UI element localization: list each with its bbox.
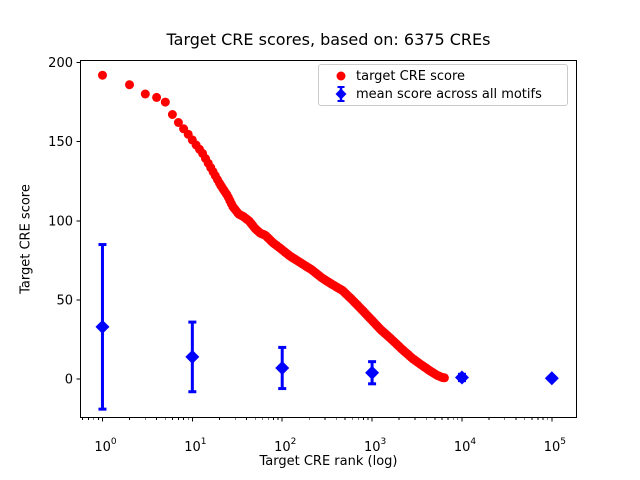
x-tick-label: 100 [94,437,117,455]
y-axis-label: Target CRE score [18,184,34,294]
legend-label: target CRE score [356,68,466,84]
blue-diamond-point [454,370,469,385]
legend: target CRE score mean score across all m… [318,64,568,106]
blue-diamond-point [365,365,380,380]
blue-diamond-point [544,371,559,386]
red-data-point [98,70,107,80]
blue-diamond-point [185,349,200,364]
y-tick-label: 200 [48,56,73,71]
x-tick-label: 105 [544,437,566,455]
x-tick-label: 101 [184,437,206,455]
red-data-point [167,110,177,119]
red-data-point [173,118,183,127]
y-tick-label: 150 [48,135,73,150]
legend-item-mean-score: mean score across all motifs [319,85,567,103]
red-dot-marker-icon [336,71,346,81]
x-axis: 100 101 102 103 104 105 [82,418,566,455]
blue-diamond-errorbar-marker-icon [335,86,347,102]
plot-frame [80,60,577,418]
legend-item-target-cre-score: target CRE score [319,67,567,85]
red-data-point [152,92,162,102]
x-tick-label: 102 [274,437,296,455]
x-tick-label: 103 [364,437,386,455]
y-tick-label: 50 [56,293,73,308]
blue-series [95,243,559,411]
y-axis: 0 50 100 150 200 [48,56,80,388]
red-data-point [439,373,449,383]
red-data-point [125,80,134,90]
red-data-point [160,97,170,107]
chart-title: Target CRE scores, based on: 6375 CREs [166,30,491,49]
y-tick-label: 100 [48,214,73,229]
blue-diamond-point [275,360,290,375]
legend-label: mean score across all motifs [356,86,542,102]
red-data-point [140,89,150,99]
red-series [98,70,449,383]
x-axis-label: Target CRE rank (log) [259,454,398,469]
y-tick-label: 0 [65,373,73,388]
blue-diamond-point [95,319,110,334]
x-tick-label: 104 [454,437,477,455]
